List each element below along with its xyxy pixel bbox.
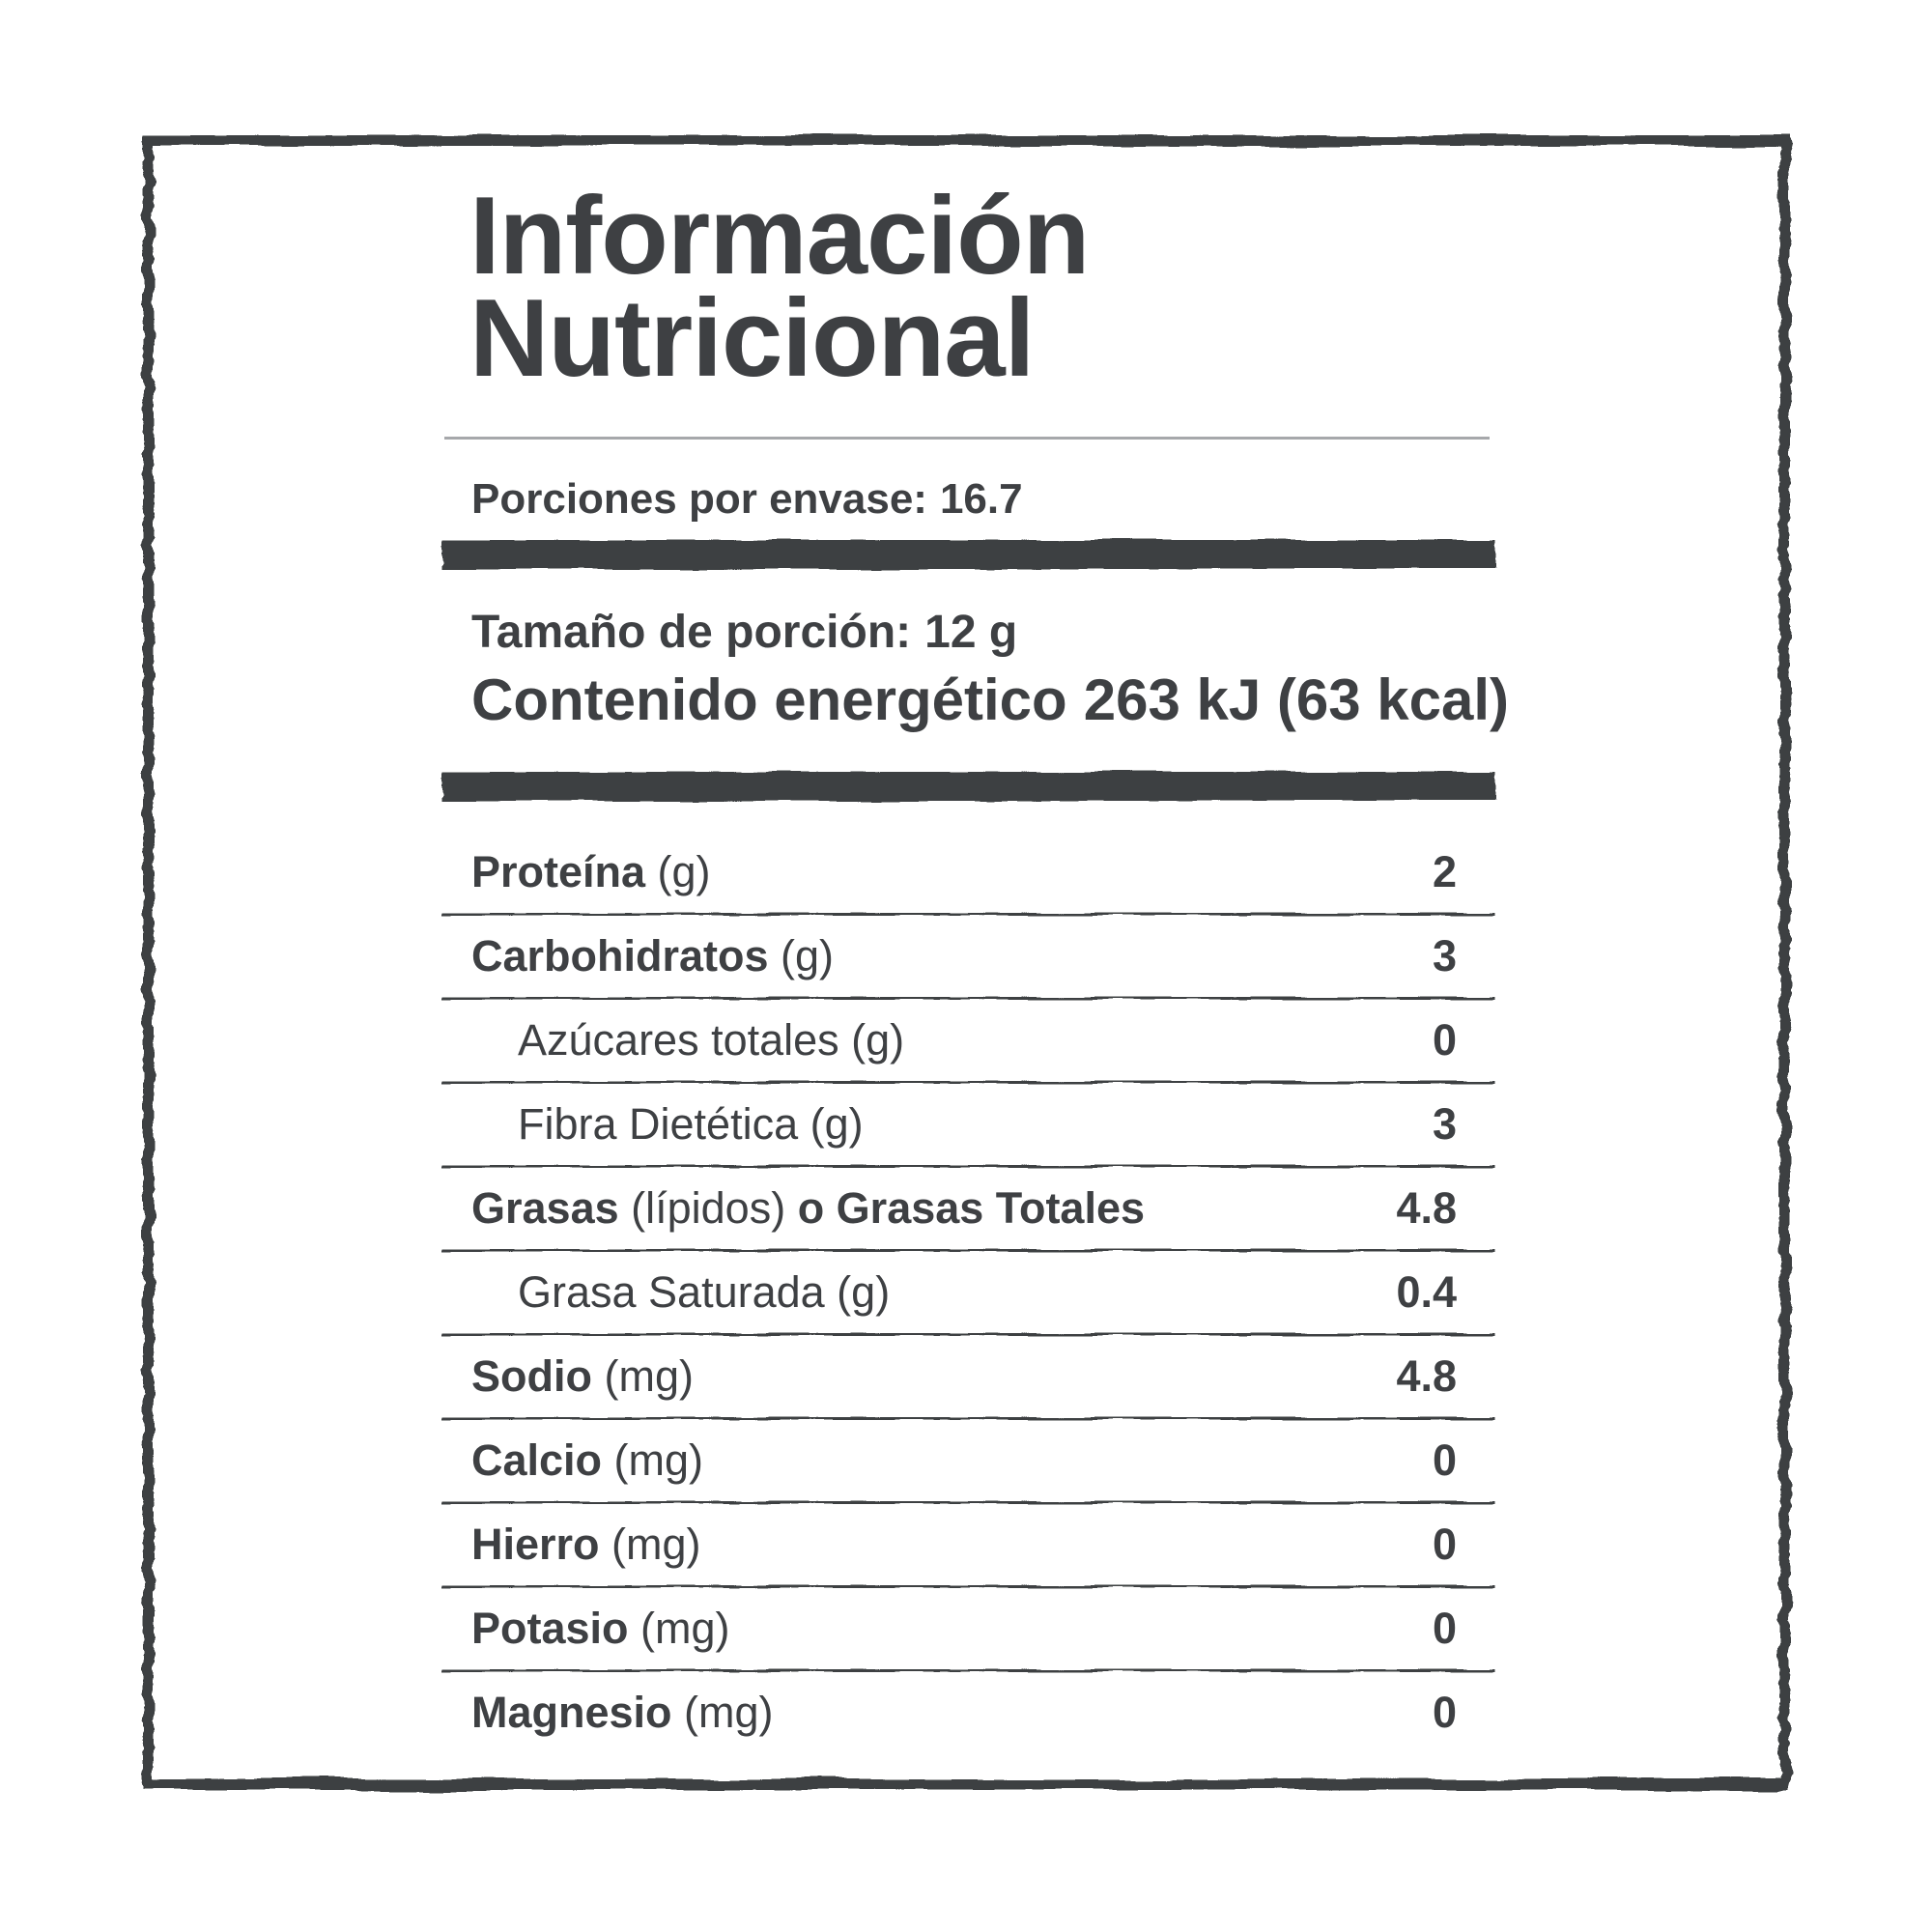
nutrient-unit: Grasa Saturada (g) (518, 1267, 891, 1317)
nutrient-row-magnesio: Magnesio (mg) 0 (442, 1672, 1495, 1753)
row-divider (442, 1585, 1495, 1588)
nutrient-name: Potasio (mg) (471, 1604, 730, 1654)
nutrient-name: Magnesio (mg) (471, 1688, 774, 1738)
servings-label: Porciones por envase: (471, 475, 927, 523)
row-divider (442, 997, 1495, 1000)
nutrient-unit: Azúcares totales (g) (518, 1015, 905, 1065)
energy-content: Contenido energético 263 kJ (63 kcal) (471, 667, 1509, 733)
nutrient-table: Proteína (g) 2 Carbohidratos (g) 3 Azúca… (442, 832, 1495, 1753)
nutrient-name: Fibra Dietética (g) (518, 1099, 864, 1150)
nutrient-value: 0 (1432, 1604, 1457, 1653)
nutrient-name-bold: Calcio (471, 1435, 603, 1485)
serving-size-label: Tamaño de porción: (471, 607, 912, 658)
nutrient-name-bold: Grasas (471, 1183, 619, 1233)
nutrient-value: 3 (1432, 931, 1457, 980)
serving-size: Tamaño de porción: 12 g (471, 606, 1017, 659)
nutrient-name: Azúcares totales (g) (518, 1015, 904, 1065)
nutrient-value: 0 (1432, 1435, 1457, 1485)
nutrient-row-hierro: Hierro (mg) 0 (442, 1504, 1495, 1585)
row-divider (442, 913, 1495, 916)
top-separator-bar (442, 540, 1495, 569)
nutrient-name: Proteína (g) (471, 847, 711, 897)
label-title: Información Nutricional (469, 175, 1090, 401)
nutrient-row-fibra-dietetica: Fibra Dietética (g) 3 (442, 1084, 1495, 1165)
nutrient-unit: (g) (768, 931, 835, 980)
label-border (143, 135, 1790, 1790)
nutrient-value: 4.8 (1396, 1351, 1457, 1401)
nutrient-unit: (mg) (591, 1351, 694, 1401)
nutrient-name-bold: Magnesio (471, 1688, 672, 1737)
nutrient-row-grasas-totales: Grasas (lípidos) o Grasas Totales 4.8 (442, 1168, 1495, 1249)
nutrient-value: 4.8 (1396, 1183, 1457, 1233)
nutrient-name: Calcio (mg) (471, 1435, 703, 1486)
nutrient-row-calcio: Calcio (mg) 0 (442, 1420, 1495, 1501)
nutrient-unit: (mg) (671, 1688, 774, 1737)
row-divider (442, 1249, 1495, 1252)
nutrient-row-carbohidratos: Carbohidratos (g) 3 (442, 916, 1495, 997)
nutrient-value: 0 (1432, 1015, 1457, 1065)
nutrient-name-bold: Proteína (471, 847, 646, 896)
row-divider (442, 1081, 1495, 1084)
servings-value: 16.7 (939, 475, 1023, 523)
title-line-1: Información (469, 175, 1090, 298)
nutrient-name-bold: Carbohidratos (471, 931, 769, 980)
row-divider (442, 1669, 1495, 1672)
nutrient-row-azucares-totales: Azúcares totales (g) 0 (442, 1000, 1495, 1081)
row-divider (442, 1501, 1495, 1504)
nutrient-row-proteina: Proteína (g) 2 (442, 832, 1495, 913)
nutrient-name-bold: Sodio (471, 1351, 592, 1401)
title-line-2: Nutricional (469, 277, 1035, 401)
row-divider (442, 1165, 1495, 1168)
nutrient-name: Carbohidratos (g) (471, 931, 834, 981)
nutrient-value: 2 (1432, 847, 1457, 896)
nutrient-unit: (g) (645, 847, 711, 896)
nutrient-row-grasa-saturada: Grasa Saturada (g) 0.4 (442, 1252, 1495, 1333)
nutrient-name: Grasas (lípidos) o Grasas Totales (471, 1183, 1145, 1234)
serving-size-value: 12 g (924, 607, 1018, 658)
mid-separator-bar (442, 772, 1495, 801)
nutrient-unit: (lípidos) (618, 1183, 798, 1233)
servings-per-container: Porciones por envase: 16.7 (471, 475, 1023, 524)
energy-label: Contenido energético (471, 668, 1067, 732)
nutrient-value: 0 (1432, 1520, 1457, 1569)
nutrient-name: Hierro (mg) (471, 1520, 701, 1570)
title-rule (444, 437, 1490, 440)
nutrient-name: Sodio (mg) (471, 1351, 694, 1402)
nutrient-name-bold: Potasio (471, 1604, 629, 1653)
nutrient-value: 3 (1432, 1099, 1457, 1149)
nutrient-value: 0.4 (1396, 1267, 1457, 1317)
row-divider (442, 1417, 1495, 1420)
nutrient-name-bold-2: o Grasas Totales (797, 1183, 1146, 1233)
row-divider (442, 1333, 1495, 1336)
nutrient-row-potasio: Potasio (mg) 0 (442, 1588, 1495, 1669)
nutrient-row-sodio: Sodio (mg) 4.8 (442, 1336, 1495, 1417)
nutrient-unit: (mg) (628, 1604, 730, 1653)
nutrient-name: Grasa Saturada (g) (518, 1267, 890, 1318)
nutrient-value: 0 (1432, 1688, 1457, 1737)
energy-value: 263 kJ (63 kcal) (1083, 668, 1510, 732)
nutrient-unit: Fibra Dietética (g) (518, 1099, 864, 1149)
nutrient-unit: (mg) (599, 1520, 701, 1569)
nutrient-name-bold: Hierro (471, 1520, 600, 1569)
nutrient-unit: (mg) (602, 1435, 704, 1485)
